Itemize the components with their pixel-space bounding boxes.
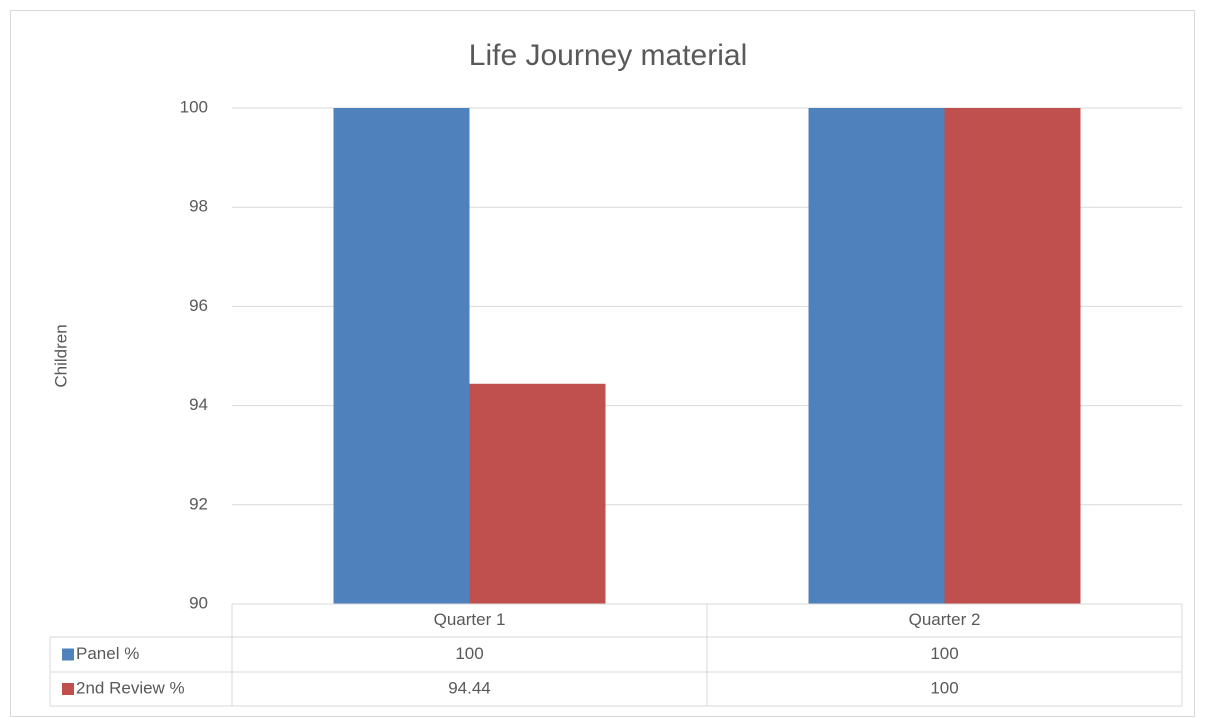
x-tick-label: Quarter 2 bbox=[909, 610, 981, 629]
table-value: 94.44 bbox=[448, 678, 491, 697]
y-axis-label: Children bbox=[51, 324, 70, 387]
legend-label: 2nd Review % bbox=[76, 678, 185, 697]
legend-label: Panel % bbox=[76, 644, 139, 663]
chart-title: Life Journey material bbox=[469, 39, 747, 72]
bar bbox=[944, 108, 1081, 604]
bar bbox=[469, 383, 606, 604]
y-tick-label: 92 bbox=[189, 494, 208, 513]
legend-key bbox=[62, 648, 74, 661]
y-tick-label: 94 bbox=[189, 395, 208, 414]
y-tick-label: 100 bbox=[180, 97, 208, 116]
table-value: 100 bbox=[455, 644, 483, 663]
y-tick-label: 90 bbox=[189, 593, 208, 612]
y-tick-label: 98 bbox=[189, 197, 208, 216]
table-value: 100 bbox=[930, 678, 958, 697]
y-tick-label: 96 bbox=[189, 296, 208, 315]
bar bbox=[333, 108, 470, 604]
table-value: 100 bbox=[930, 644, 958, 663]
x-tick-label: Quarter 1 bbox=[434, 610, 506, 629]
legend-key bbox=[62, 683, 74, 695]
bar bbox=[808, 108, 945, 604]
